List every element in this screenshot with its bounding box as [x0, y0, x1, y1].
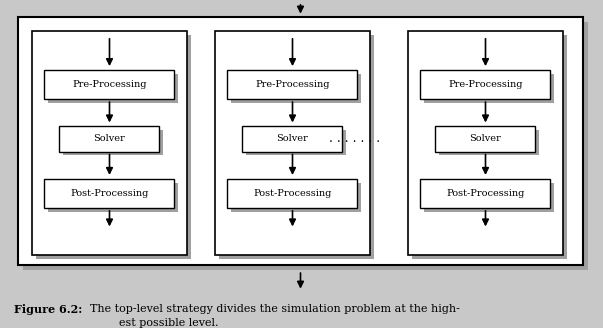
FancyBboxPatch shape	[408, 31, 563, 255]
FancyBboxPatch shape	[215, 31, 370, 255]
FancyBboxPatch shape	[18, 17, 583, 265]
FancyBboxPatch shape	[232, 74, 362, 103]
FancyBboxPatch shape	[440, 130, 540, 155]
FancyBboxPatch shape	[425, 183, 555, 212]
FancyBboxPatch shape	[23, 22, 588, 270]
Text: . . . . . . .: . . . . . . .	[329, 133, 380, 146]
FancyBboxPatch shape	[232, 183, 362, 212]
FancyBboxPatch shape	[32, 31, 187, 255]
FancyBboxPatch shape	[219, 35, 374, 258]
FancyBboxPatch shape	[45, 70, 174, 99]
FancyBboxPatch shape	[48, 183, 178, 212]
FancyBboxPatch shape	[60, 126, 160, 152]
FancyBboxPatch shape	[63, 130, 163, 155]
FancyBboxPatch shape	[48, 74, 178, 103]
Text: Post-Processing: Post-Processing	[446, 189, 525, 198]
FancyBboxPatch shape	[227, 70, 358, 99]
Text: Pre-Processing: Pre-Processing	[72, 80, 147, 89]
FancyBboxPatch shape	[36, 35, 191, 258]
Text: Pre-Processing: Pre-Processing	[448, 80, 523, 89]
FancyBboxPatch shape	[435, 126, 535, 152]
Text: Post-Processing: Post-Processing	[253, 189, 332, 198]
Text: Figure 6.2:: Figure 6.2:	[14, 304, 82, 315]
FancyBboxPatch shape	[247, 130, 347, 155]
FancyBboxPatch shape	[412, 35, 567, 258]
FancyBboxPatch shape	[227, 179, 358, 208]
Text: Solver: Solver	[277, 134, 308, 143]
Text: Post-Processing: Post-Processing	[71, 189, 149, 198]
Text: est possible level.: est possible level.	[14, 318, 218, 328]
FancyBboxPatch shape	[420, 179, 551, 208]
FancyBboxPatch shape	[45, 179, 174, 208]
Text: Solver: Solver	[470, 134, 501, 143]
Text: Solver: Solver	[93, 134, 125, 143]
Text: Pre-Processing: Pre-Processing	[255, 80, 330, 89]
FancyBboxPatch shape	[420, 70, 551, 99]
Text: The top-level strategy divides the simulation problem at the high-: The top-level strategy divides the simul…	[90, 304, 460, 314]
FancyBboxPatch shape	[242, 126, 343, 152]
FancyBboxPatch shape	[425, 74, 555, 103]
